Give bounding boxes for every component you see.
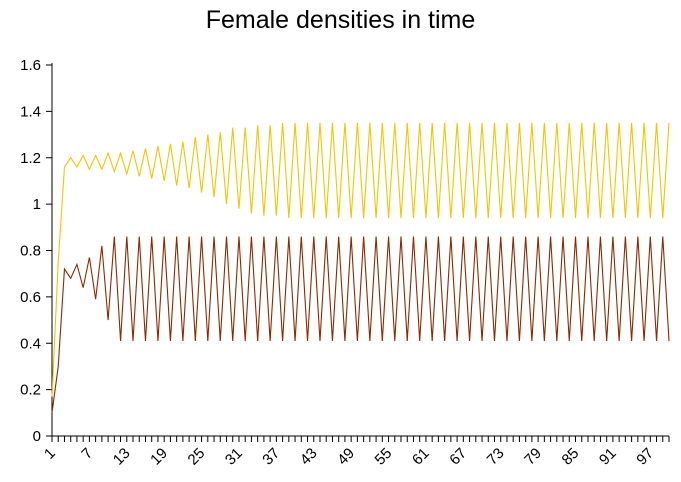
y-tick-label: 0.4 bbox=[20, 335, 41, 352]
chart-title: Female densities in time bbox=[205, 6, 476, 34]
y-tick-label: 1.2 bbox=[20, 150, 41, 167]
x-tick-label: 25 bbox=[185, 445, 209, 469]
y-tick-labels: 0 0.2 0.4 0.6 0.8 1 1.2 1.4 1.6 bbox=[20, 57, 41, 445]
x-tick-label: 61 bbox=[409, 445, 433, 469]
x-tick-labels: 1 7 13 19 25 31 37 43 49 55 61 67 73 79 85 91 97 bbox=[41, 445, 657, 469]
x-tick-label: 49 bbox=[334, 445, 358, 469]
x-tick-label: 55 bbox=[372, 445, 396, 469]
x-tick-label: 73 bbox=[484, 445, 508, 469]
x-tick-label: 43 bbox=[297, 445, 321, 469]
y-tick-label: 1.4 bbox=[20, 103, 41, 120]
x-tick-label: 1 bbox=[41, 445, 59, 463]
x-tick-label: 85 bbox=[559, 445, 583, 469]
x-tick-label: 79 bbox=[521, 445, 545, 469]
y-tick-label: 0.2 bbox=[20, 382, 41, 399]
y-tick-label: 1 bbox=[33, 196, 41, 213]
x-tick-label: 37 bbox=[259, 445, 283, 469]
y-tick-label: 0 bbox=[33, 428, 41, 445]
x-tick-label: 13 bbox=[110, 445, 134, 469]
x-tick-label: 91 bbox=[596, 445, 620, 469]
series-layer bbox=[51, 122, 670, 413]
x-tick-label: 19 bbox=[147, 445, 171, 469]
series-line-1 bbox=[51, 122, 670, 397]
x-tick-label: 31 bbox=[222, 445, 246, 469]
y-tick-label: 0.6 bbox=[20, 289, 41, 306]
x-tick-label: 7 bbox=[78, 445, 96, 463]
chart-axes bbox=[46, 63, 670, 442]
x-tick-label: 67 bbox=[446, 445, 470, 469]
x-tick-label: 97 bbox=[633, 445, 657, 469]
y-tick-label: 1.6 bbox=[20, 57, 41, 74]
series-line-2 bbox=[51, 236, 670, 413]
y-tick-label: 0.8 bbox=[20, 243, 41, 260]
